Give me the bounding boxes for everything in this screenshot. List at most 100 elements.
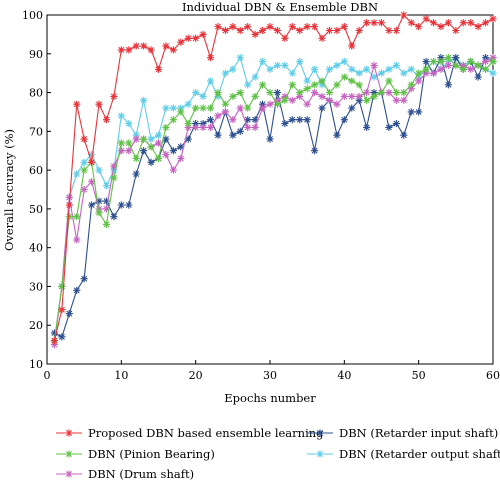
data-point xyxy=(377,19,386,27)
legend-marker xyxy=(316,450,324,458)
data-point xyxy=(296,26,304,35)
y-tick-label: 100 xyxy=(22,9,43,22)
data-point xyxy=(459,19,467,27)
y-tick-label: 30 xyxy=(29,280,43,293)
data-point xyxy=(266,88,274,97)
series-2 xyxy=(50,54,497,349)
data-point xyxy=(407,65,415,73)
data-point xyxy=(303,85,311,93)
data-point xyxy=(318,104,326,112)
data-point xyxy=(415,23,423,31)
data-point xyxy=(162,123,170,132)
data-point xyxy=(400,11,408,19)
data-point xyxy=(258,26,267,35)
data-point xyxy=(140,147,148,155)
data-point xyxy=(244,104,252,112)
data-point xyxy=(459,65,467,73)
data-point xyxy=(177,154,185,163)
legend: Proposed DBN based ensemble learning DBN … xyxy=(56,426,500,481)
data-point xyxy=(311,88,319,97)
data-point xyxy=(392,88,400,97)
data-point xyxy=(192,123,200,132)
data-point xyxy=(333,131,341,139)
data-point xyxy=(140,135,148,143)
data-point xyxy=(370,61,378,70)
data-point xyxy=(444,54,452,62)
data-point xyxy=(296,88,304,97)
y-axis-title: Overall accuracy (%) xyxy=(2,129,16,251)
data-point xyxy=(318,77,326,85)
data-point xyxy=(288,81,296,89)
legend-label: DBN (Drum shaft) xyxy=(88,467,194,481)
data-point xyxy=(407,81,415,89)
data-point xyxy=(117,201,125,209)
y-tick-label: 20 xyxy=(29,319,43,332)
data-point xyxy=(125,46,133,54)
data-point xyxy=(481,65,490,73)
data-point xyxy=(340,57,348,66)
data-point xyxy=(481,54,490,62)
data-point xyxy=(489,69,497,77)
legend-label: DBN (Retarder output shaft) xyxy=(339,447,500,461)
data-point xyxy=(348,77,356,85)
data-point xyxy=(110,92,118,101)
data-point xyxy=(177,143,185,151)
data-point xyxy=(340,23,348,31)
data-point xyxy=(95,197,103,205)
data-point xyxy=(244,81,252,89)
data-point xyxy=(258,100,267,108)
data-point xyxy=(325,26,334,35)
data-point xyxy=(407,19,415,27)
data-point xyxy=(58,282,66,291)
data-point xyxy=(169,116,177,124)
data-point xyxy=(273,100,282,108)
data-point xyxy=(132,154,140,163)
data-point xyxy=(325,96,334,104)
x-tick-label: 10 xyxy=(114,369,128,382)
data-point xyxy=(251,73,259,81)
data-point xyxy=(221,26,229,35)
data-point xyxy=(229,92,237,101)
data-point xyxy=(102,220,111,228)
data-point xyxy=(229,131,237,139)
data-point xyxy=(229,23,237,31)
data-point xyxy=(125,119,133,128)
data-point xyxy=(429,69,438,77)
data-point xyxy=(325,65,334,73)
data-point xyxy=(229,65,237,73)
data-point xyxy=(467,19,475,27)
data-point xyxy=(117,112,125,120)
x-tick-label: 30 xyxy=(263,369,277,382)
data-point xyxy=(184,119,192,128)
data-point xyxy=(169,104,177,112)
data-point xyxy=(236,104,244,112)
data-point xyxy=(340,73,348,81)
data-point xyxy=(214,88,222,97)
data-point xyxy=(296,92,304,101)
data-point xyxy=(88,178,96,186)
data-point xyxy=(236,26,244,35)
data-point xyxy=(370,73,378,81)
data-point xyxy=(452,54,460,62)
data-point xyxy=(206,54,215,62)
data-point xyxy=(147,158,155,166)
data-point xyxy=(400,88,408,97)
data-point xyxy=(385,77,393,85)
data-point xyxy=(437,23,445,31)
data-point xyxy=(407,108,415,116)
data-point xyxy=(140,42,148,50)
series-3 xyxy=(50,54,497,341)
data-point xyxy=(192,34,200,42)
data-point xyxy=(273,26,282,35)
x-axis-title: Epochs number xyxy=(224,391,316,405)
data-point xyxy=(132,131,140,139)
data-point xyxy=(184,34,192,42)
data-point xyxy=(110,174,118,182)
data-point xyxy=(125,139,133,147)
data-point xyxy=(162,104,170,112)
data-point xyxy=(214,131,222,139)
data-point xyxy=(273,96,282,104)
data-point xyxy=(199,104,207,112)
